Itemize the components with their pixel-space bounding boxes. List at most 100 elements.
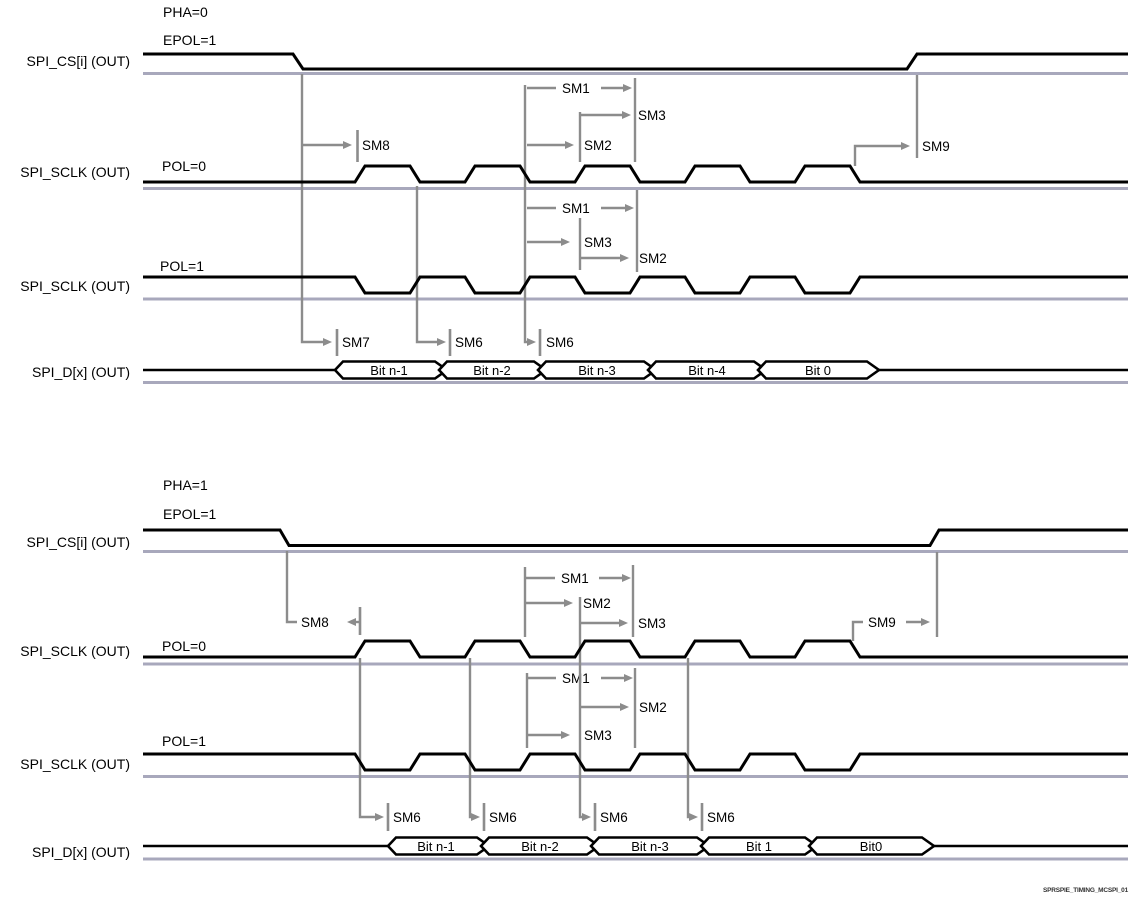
sm1-label: SM1 xyxy=(562,671,590,686)
sclk-pol0-signal-label: SPI_SCLK (OUT) xyxy=(20,164,130,180)
sm7-annotation: SM7 xyxy=(335,329,370,356)
sm2-label: SM2 xyxy=(584,138,612,153)
bit-label: Bit0 xyxy=(860,839,882,854)
sclk-pol1-sm-annotations: SM1 SM3 SM2 xyxy=(527,190,667,272)
arrowhead-icon xyxy=(619,619,628,627)
arrowhead-icon xyxy=(624,674,633,682)
arrowhead-icon xyxy=(921,618,930,626)
sclk-pol0-sm-annotations: SM1 SM3 SM2 xyxy=(527,78,666,162)
sm9-label: SM9 xyxy=(922,139,950,154)
sm1-label: SM1 xyxy=(562,81,590,96)
sm3-label: SM3 xyxy=(584,728,612,743)
sm6-label: SM6 xyxy=(707,810,735,825)
bit-label: Bit n-1 xyxy=(417,839,455,854)
figure-code-label: SPRSPIE_TIMING_MCSPI_01 xyxy=(1043,887,1129,894)
sm8-annotation: SM8 xyxy=(300,74,390,346)
arrowhead-icon xyxy=(437,338,446,346)
sm8-label: SM8 xyxy=(362,138,390,153)
edge-reference-line xyxy=(415,186,441,344)
edge-reference-line xyxy=(358,658,379,819)
top-timing-diagram: SM8 SM7 SM6 SM6 SM1 xyxy=(20,4,1128,384)
pha-mode-label: PHA=0 xyxy=(163,4,208,20)
edge-reference-line xyxy=(300,74,328,344)
pha-mode-label: PHA=1 xyxy=(163,477,208,493)
data-signal-label: SPI_D[x] (OUT) xyxy=(32,364,130,380)
sclk-pol1-signal-label: SPI_SCLK (OUT) xyxy=(20,756,130,772)
arrowhead-icon xyxy=(343,141,352,149)
sm7-label: SM7 xyxy=(342,335,370,350)
cs-waveform xyxy=(143,528,1128,547)
arrowhead-icon xyxy=(471,813,480,821)
sm6-annotation-2: SM6 xyxy=(468,658,517,831)
sclk-pol1-waveform xyxy=(143,275,1128,295)
dimension-line xyxy=(853,144,901,166)
sclk-pol0-sm-annotations: SM1 SM2 SM3 xyxy=(523,565,666,637)
edge-reference-line xyxy=(686,658,693,819)
sm6-annotation-1: SM6 xyxy=(358,658,421,831)
sclk-pol1-sm-annotations: SM1 SM2 SM3 xyxy=(525,668,667,748)
sm3-label: SM3 xyxy=(584,235,612,250)
arrowhead-icon xyxy=(620,703,629,711)
bottom-timing-diagram: SM8 SM1 SM2 SM3 SM9 xyxy=(20,477,1128,861)
arrowhead-icon xyxy=(565,141,574,149)
arrowhead-icon xyxy=(564,599,573,607)
sm6-annotation-3: SM6 xyxy=(578,597,628,831)
bit-label: Bit n-4 xyxy=(688,363,726,378)
data-bus-waveform: Bit n-1 Bit n-2 Bit n-3 Bit n-4 Bit 0 xyxy=(143,360,1128,380)
bit-label: Bit n-3 xyxy=(631,839,669,854)
sm6-label: SM6 xyxy=(489,810,517,825)
sm8-annotation: SM8 xyxy=(285,551,362,635)
sm6-annotation-4: SM6 xyxy=(686,658,735,831)
edge-reference-line xyxy=(285,551,297,624)
arrowhead-icon xyxy=(620,254,629,262)
epol-mode-label: EPOL=1 xyxy=(163,32,217,48)
sm2-label: SM2 xyxy=(639,700,667,715)
arrowhead-icon xyxy=(625,204,634,212)
edge-reference-line xyxy=(523,85,531,344)
sm8-label: SM8 xyxy=(301,615,329,630)
pol1-mode-label: POL=1 xyxy=(160,258,204,274)
bit-label: Bit n-1 xyxy=(370,363,408,378)
sm9-annotation: SM9 xyxy=(851,552,939,641)
bit-label: Bit n-2 xyxy=(521,839,559,854)
arrowhead-icon xyxy=(561,238,570,246)
arrowhead-icon xyxy=(901,142,910,150)
sm6-annotation-1: SM6 xyxy=(415,186,483,356)
bit-label: Bit n-2 xyxy=(473,363,511,378)
sclk-pol0-signal-label: SPI_SCLK (OUT) xyxy=(20,643,130,659)
sclk-pol1-signal-label: SPI_SCLK (OUT) xyxy=(20,278,130,294)
sm3-label: SM3 xyxy=(638,616,666,631)
edge-reference-line xyxy=(468,658,475,819)
pol0-mode-label: POL=0 xyxy=(162,638,206,654)
sm9-annotation: SM9 xyxy=(853,75,950,166)
epol-mode-label: EPOL=1 xyxy=(163,506,217,522)
arrowhead-icon xyxy=(622,574,631,582)
cs-signal-label: SPI_CS[i] (OUT) xyxy=(27,534,130,550)
arrowhead-icon xyxy=(582,813,591,821)
sm6-label: SM6 xyxy=(600,810,628,825)
sm9-label: SM9 xyxy=(868,615,896,630)
sclk-pol0-waveform xyxy=(143,639,1128,659)
sm6-label: SM6 xyxy=(455,335,483,350)
sm6-annotation-2: SM6 xyxy=(523,85,574,356)
sm2-label: SM2 xyxy=(639,251,667,266)
bit-label: Bit 0 xyxy=(805,363,831,378)
arrowhead-icon xyxy=(323,338,332,346)
cs-waveform xyxy=(143,52,1128,71)
sm2-label: SM2 xyxy=(583,596,611,611)
arrowhead-icon xyxy=(561,731,570,739)
data-bus-waveform: Bit n-1 Bit n-2 Bit n-3 Bit 1 Bit0 xyxy=(143,836,1128,856)
arrowhead-icon xyxy=(347,618,356,626)
sclk-pol0-waveform xyxy=(143,164,1128,184)
sm1-label: SM1 xyxy=(562,201,590,216)
arrowhead-icon xyxy=(622,111,631,119)
sm1-label: SM1 xyxy=(561,571,589,586)
pol1-mode-label: POL=1 xyxy=(162,733,206,749)
sm3-label: SM3 xyxy=(638,108,666,123)
data-signal-label: SPI_D[x] (OUT) xyxy=(32,844,130,860)
arrowhead-icon xyxy=(689,813,698,821)
arrowhead-icon xyxy=(375,813,384,821)
sclk-pol1-waveform xyxy=(143,752,1128,772)
